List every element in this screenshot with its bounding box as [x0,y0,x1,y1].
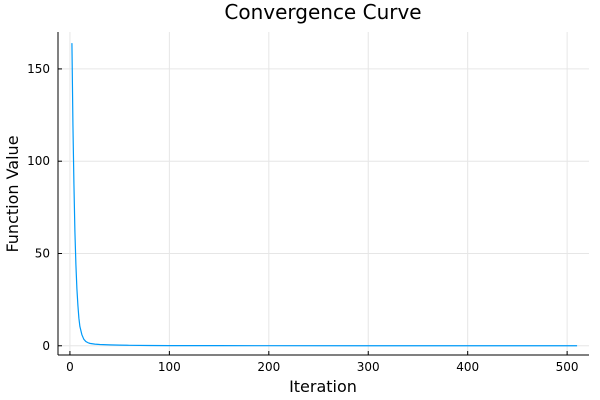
chart-title: Convergence Curve [224,0,421,24]
series-layer [71,43,578,347]
ticks: 0 100 200 300 400 500 0 50 100 150 [27,62,578,374]
x-tick-label: 300 [357,360,380,374]
series-line [71,43,578,347]
x-tick-label: 200 [257,360,280,374]
y-tick-label: 100 [27,154,50,168]
axes [57,32,589,356]
y-tick-label: 50 [35,246,50,260]
x-tick-label: 400 [456,360,479,374]
x-tick-label: 500 [556,360,579,374]
y-tick-label: 150 [27,62,50,76]
y-tick-label: 0 [42,339,50,353]
x-axis-label: Iteration [289,377,357,396]
x-tick-label: 0 [66,360,74,374]
y-axis-label: Function Value [3,135,22,252]
x-tick-label: 100 [158,360,181,374]
